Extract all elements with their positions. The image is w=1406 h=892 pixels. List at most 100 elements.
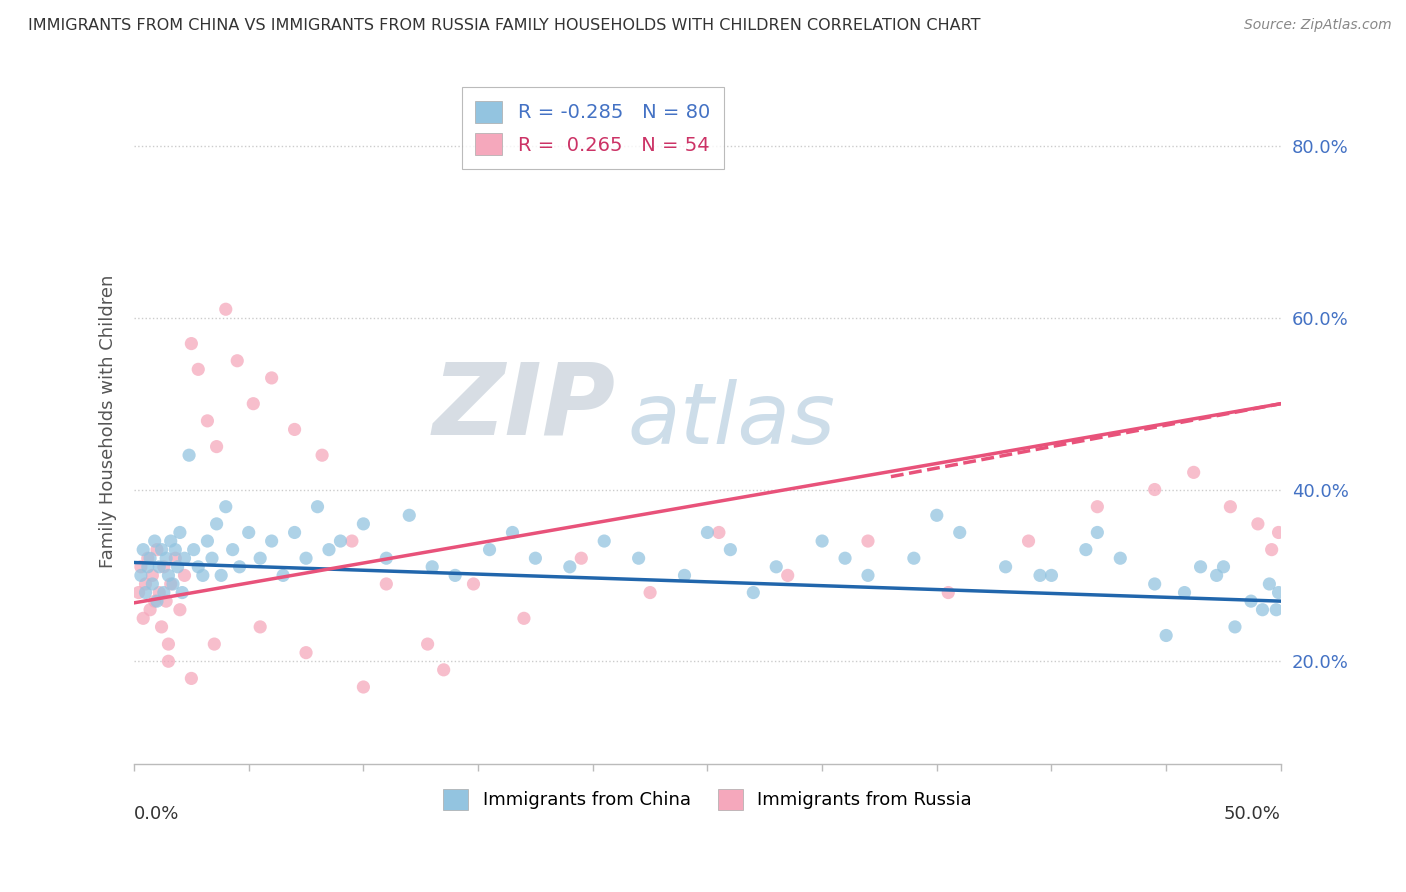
Point: [215, 302, 238, 317]
Point: [1205, 568, 1227, 582]
Point: [1109, 551, 1132, 566]
Point: [1143, 483, 1166, 497]
Point: [295, 551, 318, 566]
Point: [226, 353, 249, 368]
Point: [994, 559, 1017, 574]
Point: [1182, 466, 1205, 480]
Point: [242, 397, 264, 411]
Point: [136, 551, 159, 566]
Y-axis label: Family Households with Children: Family Households with Children: [100, 274, 117, 567]
Point: [1173, 585, 1195, 599]
Point: [221, 542, 243, 557]
Point: [132, 542, 155, 557]
Point: [260, 534, 283, 549]
Point: [375, 551, 398, 566]
Point: [420, 559, 443, 574]
Point: [139, 551, 162, 566]
Point: [1143, 577, 1166, 591]
Point: [157, 637, 180, 651]
Point: [742, 585, 765, 599]
Point: [215, 500, 238, 514]
Point: [513, 611, 536, 625]
Point: [155, 594, 177, 608]
Point: [416, 637, 439, 651]
Point: [352, 516, 374, 531]
Point: [936, 585, 959, 599]
Legend: Immigrants from China, Immigrants from Russia: Immigrants from China, Immigrants from R…: [436, 781, 979, 817]
Point: [129, 559, 152, 574]
Point: [205, 440, 228, 454]
Point: [197, 414, 219, 428]
Text: IMMIGRANTS FROM CHINA VS IMMIGRANTS FROM RUSSIA FAMILY HOUSEHOLDS WITH CHILDREN : IMMIGRANTS FROM CHINA VS IMMIGRANTS FROM…: [28, 18, 980, 33]
Point: [129, 568, 152, 582]
Point: [295, 646, 318, 660]
Point: [187, 362, 209, 376]
Point: [1219, 500, 1241, 514]
Point: [1251, 603, 1274, 617]
Point: [136, 559, 159, 574]
Point: [148, 585, 170, 599]
Point: [811, 534, 834, 549]
Point: [593, 534, 616, 549]
Point: [238, 525, 260, 540]
Point: [1040, 568, 1063, 582]
Point: [375, 577, 398, 591]
Point: [134, 585, 156, 599]
Point: [558, 559, 581, 574]
Point: [1189, 559, 1212, 574]
Point: [718, 542, 741, 557]
Point: [463, 577, 485, 591]
Point: [1267, 525, 1289, 540]
Point: [148, 559, 170, 574]
Point: [169, 603, 191, 617]
Point: [134, 577, 156, 591]
Text: atlas: atlas: [627, 379, 835, 462]
Point: [834, 551, 856, 566]
Point: [318, 542, 340, 557]
Point: [311, 448, 333, 462]
Point: [166, 559, 188, 574]
Point: [707, 525, 730, 540]
Point: [143, 594, 166, 608]
Point: [209, 568, 232, 582]
Point: [765, 559, 787, 574]
Point: [1240, 594, 1263, 608]
Point: [925, 508, 948, 523]
Point: [173, 551, 195, 566]
Point: [673, 568, 696, 582]
Point: [856, 534, 879, 549]
Point: [150, 542, 173, 557]
Point: [856, 568, 879, 582]
Point: [776, 568, 799, 582]
Point: [173, 568, 195, 582]
Point: [1029, 568, 1052, 582]
Point: [146, 594, 169, 608]
Point: [478, 542, 501, 557]
Point: [340, 534, 363, 549]
Point: [398, 508, 420, 523]
Point: [1258, 577, 1281, 591]
Point: [141, 577, 163, 591]
Point: [180, 672, 202, 686]
Point: [284, 422, 307, 436]
Point: [1267, 585, 1289, 599]
Point: [159, 534, 181, 549]
Point: [143, 534, 166, 549]
Point: [1074, 542, 1097, 557]
Point: [249, 551, 271, 566]
Point: [197, 534, 219, 549]
Point: [153, 585, 176, 599]
Point: [150, 620, 173, 634]
Point: [627, 551, 650, 566]
Point: [191, 568, 214, 582]
Point: [162, 577, 184, 591]
Point: [329, 534, 352, 549]
Point: [169, 525, 191, 540]
Point: [228, 559, 250, 574]
Point: [696, 525, 718, 540]
Point: [307, 500, 329, 514]
Point: [433, 663, 456, 677]
Point: [155, 551, 177, 566]
Point: [249, 620, 271, 634]
Point: [165, 551, 187, 566]
